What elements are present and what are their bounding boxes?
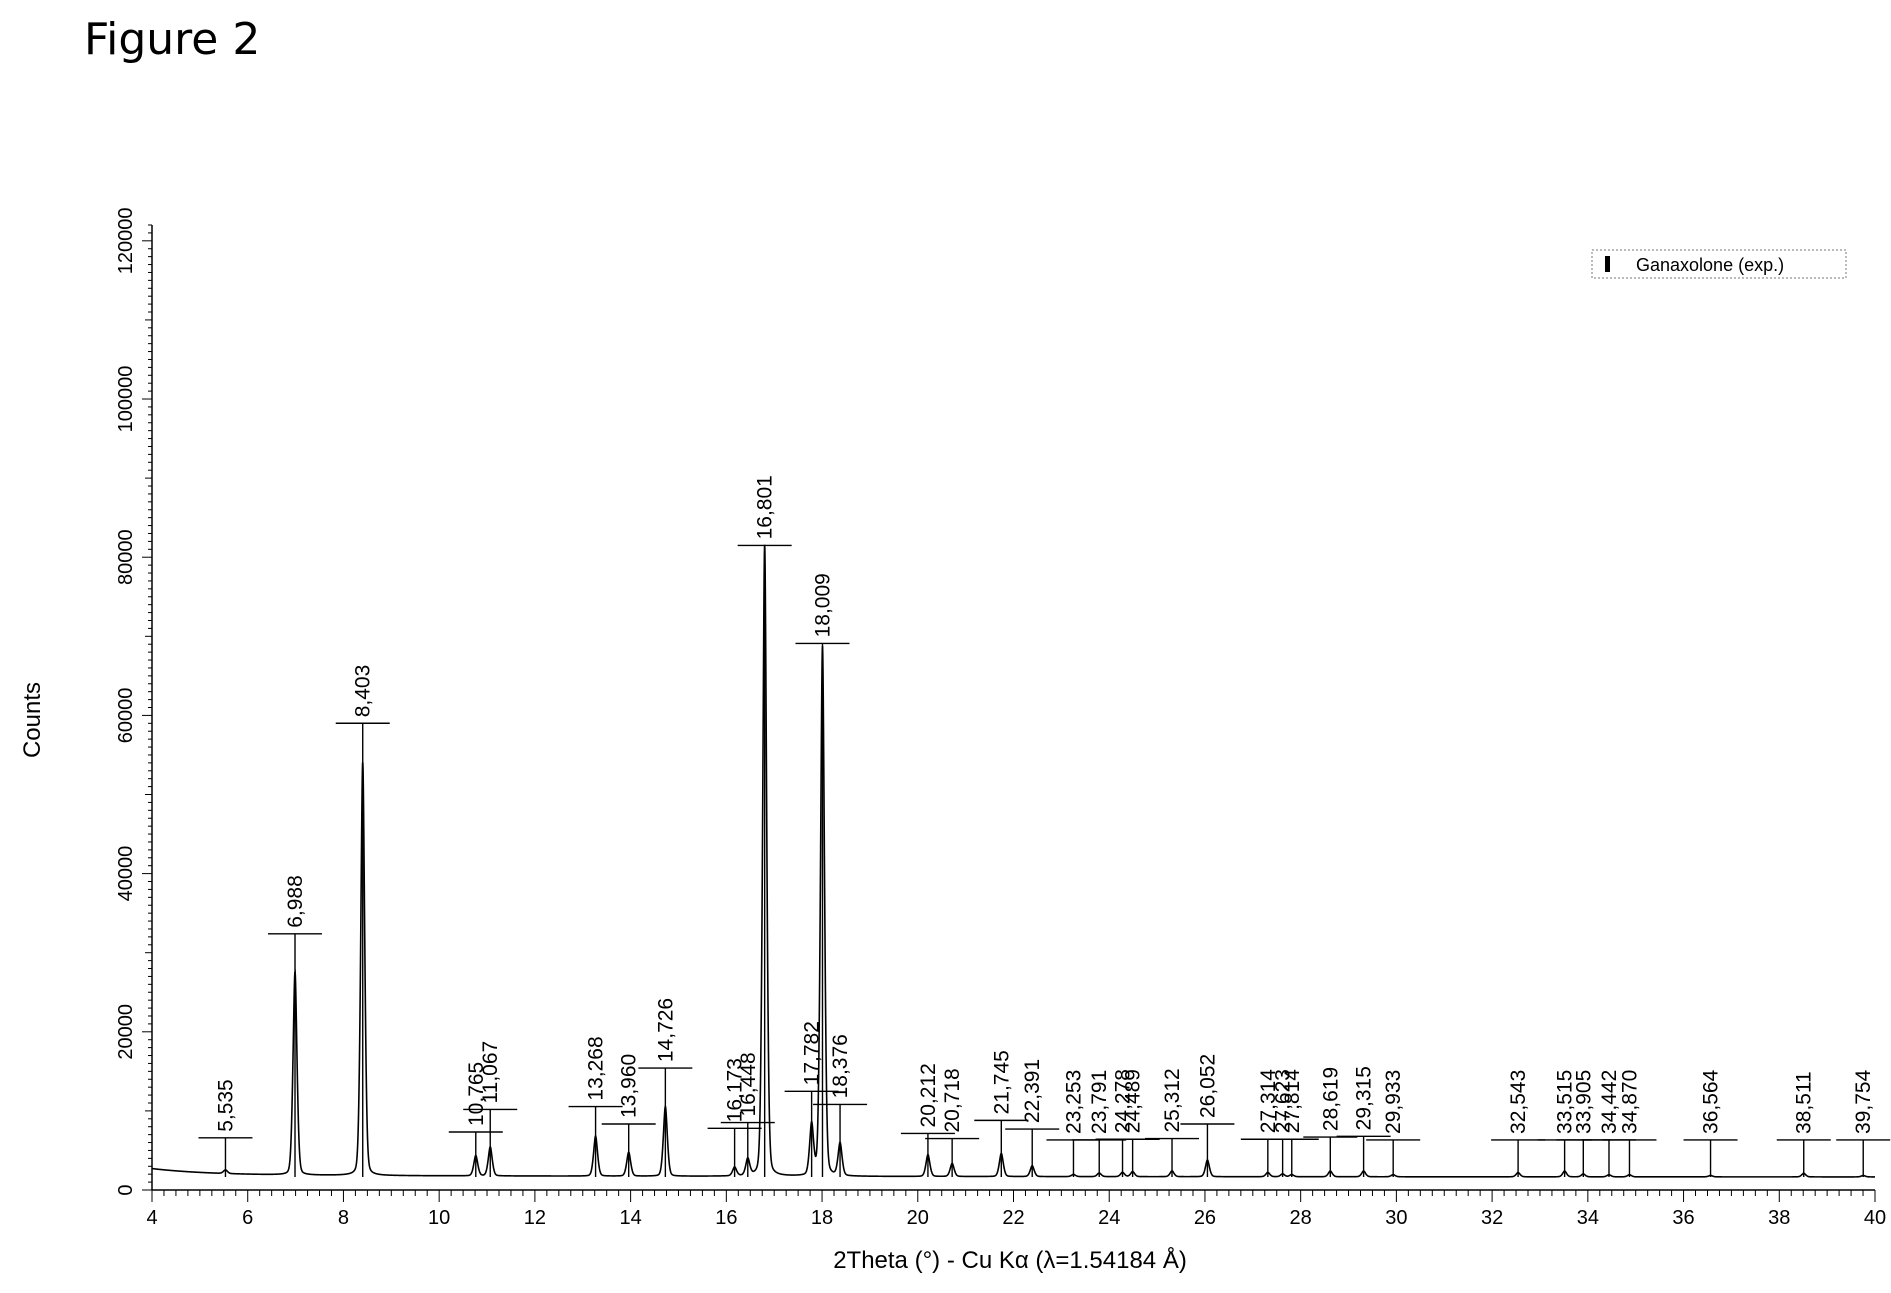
x-tick-label: 22 <box>1002 1207 1024 1229</box>
peak-label: 24,489 <box>1122 1069 1145 1133</box>
peak-label: 27,623 <box>1272 1069 1295 1133</box>
y-tick-label: 60000 <box>115 688 137 744</box>
x-tick-label: 38 <box>1768 1207 1790 1229</box>
peak-label: 36,564 <box>1700 1069 1723 1134</box>
peak-label: 14,726 <box>654 998 677 1062</box>
peak-label: 22,391 <box>1021 1059 1044 1123</box>
peak-label: 5,535 <box>214 1079 237 1132</box>
x-tick-label: 36 <box>1672 1207 1694 1229</box>
pattern-curve <box>151 544 1876 1178</box>
x-tick-label: 28 <box>1290 1207 1312 1229</box>
x-tick-label: 6 <box>242 1207 253 1229</box>
peak-label: 27,814 <box>1281 1069 1304 1134</box>
peak-label: 13,960 <box>618 1054 641 1118</box>
peak-label: 16,448 <box>737 1052 760 1116</box>
peak-label: 6,988 <box>284 875 307 928</box>
x-tick-label: 30 <box>1385 1207 1407 1229</box>
peak-label: 29,315 <box>1353 1066 1376 1130</box>
legend: Ganaxolone (exp.) <box>1591 249 1847 279</box>
peak-label: 23,791 <box>1088 1070 1111 1134</box>
peak-label: 18,009 <box>811 573 834 637</box>
peak-label: 27,314 <box>1257 1069 1280 1134</box>
peak-label: 13,268 <box>585 1036 608 1100</box>
x-tick-label: 10 <box>428 1207 450 1229</box>
peak-label: 24,278 <box>1112 1069 1135 1133</box>
y-tick-label: 100000 <box>115 366 137 433</box>
peak-label: 18,376 <box>829 1034 852 1098</box>
peak-label: 39,754 <box>1852 1069 1875 1134</box>
peak-label: 33,515 <box>1554 1070 1577 1134</box>
peak-label: 8,403 <box>352 665 375 718</box>
axes: 4 6 8 10 12 14 16 18 20 22 24 26 28 30 32 34 36 38 40 0 2000… <box>115 207 1886 1229</box>
y-tick-label: 20000 <box>115 1004 137 1060</box>
legend-box <box>1591 249 1847 279</box>
diffraction-pattern <box>151 544 1876 1178</box>
x-tick-label: 40 <box>1864 1207 1886 1229</box>
x-tick-label: 8 <box>338 1207 349 1229</box>
peak-label: 21,745 <box>990 1050 1013 1114</box>
peak-label: 23,253 <box>1062 1070 1085 1134</box>
figure-caption: Figure 2 <box>84 14 261 65</box>
x-tick-label: 32 <box>1481 1207 1503 1229</box>
peak-label: 11,067 <box>479 1041 502 1104</box>
x-tick-label: 14 <box>619 1207 641 1229</box>
x-tick-label: 12 <box>524 1207 546 1229</box>
peak-label: 34,870 <box>1618 1070 1641 1134</box>
x-tick-label: 24 <box>1098 1207 1120 1229</box>
y-tick-label: 40000 <box>115 846 137 902</box>
x-tick-label: 20 <box>907 1207 929 1229</box>
peak-label: 33,905 <box>1572 1070 1595 1134</box>
y-tick-label: 0 <box>115 1184 137 1195</box>
peak-label: 28,619 <box>1319 1067 1342 1131</box>
peak-label: 34,442 <box>1598 1070 1621 1134</box>
y-tick-label: 120000 <box>115 207 137 274</box>
peak-label: 20,718 <box>941 1068 964 1132</box>
peak-label: 17,782 <box>801 1021 824 1085</box>
peak-label: 25,312 <box>1161 1068 1184 1132</box>
peak-label: 16,173 <box>724 1058 747 1122</box>
x-tick-label: 34 <box>1577 1207 1599 1229</box>
x-tick-label: 26 <box>1194 1207 1216 1229</box>
peak-label: 38,511 <box>1793 1071 1816 1134</box>
peak-label: 32,543 <box>1507 1070 1530 1134</box>
x-axis-title: 2Theta (°) - Cu Kα (λ=1.54184 Å) <box>833 1246 1187 1274</box>
legend-marker-icon <box>1605 256 1610 272</box>
peak-label: 20,212 <box>917 1063 940 1127</box>
x-tick-label: 4 <box>146 1207 157 1229</box>
x-tick-label: 16 <box>715 1207 737 1229</box>
peak-label: 26,052 <box>1196 1054 1219 1118</box>
peak-label: 29,933 <box>1382 1070 1405 1134</box>
x-tick-label: 18 <box>811 1207 833 1229</box>
peak-label: 16,801 <box>754 475 777 539</box>
y-axis-title: Counts <box>19 682 46 758</box>
legend-entry: Ganaxolone (exp.) <box>1636 255 1784 275</box>
y-tick-label: 80000 <box>115 529 137 585</box>
